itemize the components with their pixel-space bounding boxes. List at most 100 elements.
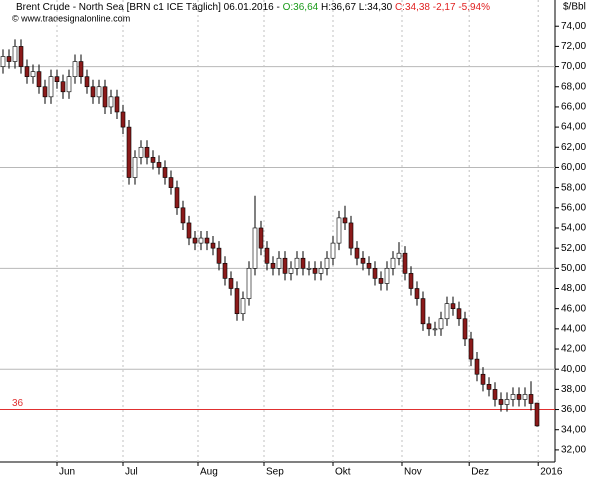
candle-body xyxy=(360,257,366,264)
candle-body xyxy=(270,262,276,269)
candle-body xyxy=(468,338,474,360)
candle-body xyxy=(252,227,258,269)
x-tick-label: Dez xyxy=(471,467,489,478)
y-tick-label: 50,00 xyxy=(561,263,586,274)
x-tick-label: Jun xyxy=(59,467,75,478)
candle-body xyxy=(294,257,300,269)
candle-body xyxy=(348,222,354,249)
candle-body xyxy=(504,399,510,405)
y-tick-label: 64,00 xyxy=(561,122,586,133)
candle-body xyxy=(54,76,60,83)
y-axis-label: $/Bbl xyxy=(563,2,586,13)
candle-body xyxy=(114,96,120,113)
candle-body xyxy=(150,157,156,163)
y-tick-label: 68,00 xyxy=(561,81,586,92)
candle-body xyxy=(378,278,384,284)
candle-body xyxy=(438,318,444,330)
candle-body xyxy=(444,303,450,320)
candle-body xyxy=(36,71,42,88)
candle-body xyxy=(462,318,468,340)
x-tick-label: Jul xyxy=(125,467,138,478)
candle-body xyxy=(276,257,282,269)
x-tick-label: 2016 xyxy=(540,467,563,478)
candle-body xyxy=(450,303,456,309)
candle-body xyxy=(366,262,372,269)
y-tick-label: 40,00 xyxy=(561,364,586,375)
candle-body xyxy=(522,394,528,400)
y-tick-label: 62,00 xyxy=(561,142,586,153)
candle-body xyxy=(258,227,264,249)
y-tick-label: 44,00 xyxy=(561,323,586,334)
candle-body xyxy=(192,237,198,244)
x-tick-label: Sep xyxy=(266,467,284,478)
y-tick-label: 48,00 xyxy=(561,283,586,294)
candle-body xyxy=(318,268,324,274)
x-tick-label: Okt xyxy=(335,467,351,478)
x-tick-label: Aug xyxy=(200,467,218,478)
high-low-value: H:36,67 L:34,30 xyxy=(321,2,393,13)
candle-body xyxy=(90,86,96,98)
candle-body xyxy=(306,268,312,270)
y-tick-label: 36,00 xyxy=(561,404,586,415)
candle-body xyxy=(414,288,420,299)
candle-body xyxy=(138,146,144,158)
source: © www.tradesignalonline.com xyxy=(12,13,130,23)
candle-body xyxy=(474,358,480,375)
candle-body xyxy=(420,298,426,325)
candle-body xyxy=(72,61,78,77)
candle-body xyxy=(210,242,216,249)
header: Brent Crude - North Sea [BRN c1 ICE Tägl… xyxy=(16,2,490,13)
candle-body xyxy=(0,56,6,67)
x-tick-label: Nov xyxy=(404,467,422,478)
candle-body xyxy=(60,81,66,93)
candle-body xyxy=(6,56,12,62)
open-value: O:36,64 xyxy=(283,2,319,13)
candle-body xyxy=(408,273,414,289)
candle-body xyxy=(282,257,288,274)
candle-body xyxy=(156,162,162,168)
candle-body xyxy=(288,268,294,274)
candle-body xyxy=(102,86,108,108)
candle-body xyxy=(330,242,336,259)
candle-body xyxy=(84,76,90,88)
candle-body xyxy=(456,308,462,320)
candle-body xyxy=(234,288,240,315)
y-tick-label: 54,00 xyxy=(561,223,586,234)
candle-body xyxy=(204,237,210,244)
y-tick-label: 32,00 xyxy=(561,445,586,456)
close-value: C:34,38 -2,17 -5,94% xyxy=(395,2,490,13)
candle-body xyxy=(162,167,168,178)
candle-body xyxy=(24,66,30,77)
candle-body xyxy=(168,177,174,188)
candle-body xyxy=(30,71,36,77)
candle-body xyxy=(336,217,342,244)
candle-body xyxy=(354,247,360,259)
candle-body xyxy=(108,96,114,108)
candle-body xyxy=(246,268,252,299)
y-tick-label: 56,00 xyxy=(561,202,586,213)
candle-body xyxy=(42,86,48,98)
y-tick-label: 42,00 xyxy=(561,344,586,355)
candle-body xyxy=(12,46,18,62)
candle-body xyxy=(516,394,522,400)
candle-body xyxy=(384,268,390,284)
y-tick-label: 58,00 xyxy=(561,182,586,193)
candle-body xyxy=(402,252,408,274)
candle-body xyxy=(480,373,486,385)
candle-body xyxy=(126,126,132,178)
candle-body xyxy=(390,257,396,269)
candle-body xyxy=(432,328,438,331)
candle-body xyxy=(498,399,504,405)
y-tick-label: 70,00 xyxy=(561,61,586,72)
candle-body xyxy=(228,278,234,289)
candle-body xyxy=(186,222,192,239)
candle-body xyxy=(132,157,138,178)
y-tick-label: 52,00 xyxy=(561,243,586,254)
candle-body xyxy=(486,384,492,390)
chart-title: Brent Crude - North Sea [BRN c1 ICE Tägl… xyxy=(16,2,280,13)
candle-body xyxy=(78,61,84,77)
y-tick-label: 46,00 xyxy=(561,303,586,314)
candle-body xyxy=(198,237,204,244)
y-tick-label: 74,00 xyxy=(561,21,586,32)
